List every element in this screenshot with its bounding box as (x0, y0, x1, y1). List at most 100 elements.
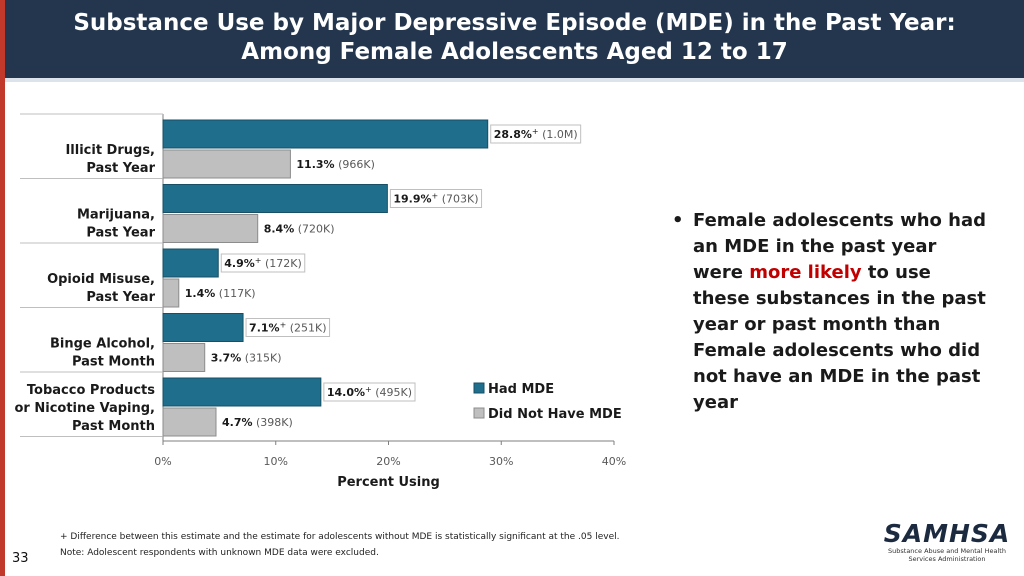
data-label-value: 19.9% (393, 193, 431, 206)
data-label-group: 19.9%+ (703K) (389, 189, 483, 208)
bar-no-mde (162, 214, 259, 243)
left-accent-rule (0, 0, 5, 576)
data-label-group: 7.1%+ (251K) (245, 318, 331, 337)
bullet-text-start: Female adolescents who had an MDE in the… (693, 210, 987, 283)
bar-had-mde (162, 377, 322, 407)
bar-no-mde (162, 278, 180, 308)
data-label-box (220, 253, 306, 273)
significance-marker: + (280, 321, 287, 330)
category-label: Past Year (86, 290, 155, 305)
data-label-group: 4.9%+ (172K) (220, 253, 306, 273)
data-label: 14.0%+ (495K) (327, 385, 412, 399)
data-label: 8.4% (720K) (264, 223, 335, 236)
data-label-count: (495K) (372, 386, 412, 399)
data-label: 4.9%+ (172K) (224, 256, 302, 270)
bar-had-mde (162, 248, 219, 278)
data-label-box (245, 318, 331, 337)
bar-had-mde (162, 119, 489, 149)
data-label-count: (251K) (286, 322, 326, 335)
x-tick-label: 20% (376, 455, 400, 468)
data-label: 11.3% (966K) (296, 158, 374, 171)
data-label: 4.7% (398K) (222, 416, 293, 429)
data-label-group: 11.3% (966K) (296, 158, 374, 171)
data-label-count: (117K) (215, 287, 255, 300)
category-label: Past Month (72, 419, 155, 434)
category-label: Tobacco Products (27, 383, 155, 398)
header-divider (5, 78, 1024, 82)
x-tick-label: 30% (489, 455, 513, 468)
data-label: 3.7% (315K) (211, 352, 282, 365)
bar-no-mde (162, 407, 217, 437)
bar-had-mde (162, 184, 388, 213)
data-label: 28.8%+ (1.0M) (494, 127, 578, 141)
bar-no-mde (162, 149, 291, 179)
data-label: 1.4% (117K) (185, 287, 256, 300)
category-label: Opioid Misuse, (47, 272, 155, 287)
data-label-box (389, 189, 483, 208)
footnote-note: Note: Adolescent respondents with unknow… (60, 548, 379, 558)
significance-marker: + (532, 127, 539, 136)
data-label-group: 28.8%+ (1.0M) (490, 124, 582, 144)
slide-title-line-1: Substance Use by Major Depressive Episod… (73, 10, 956, 36)
data-label-count: (703K) (438, 193, 478, 206)
data-label-box (323, 382, 416, 402)
data-label-count: (315K) (241, 352, 281, 365)
x-tick-label: 10% (264, 455, 288, 468)
category-label: or Nicotine Vaping, (15, 401, 156, 416)
x-tick-label: 0% (154, 455, 171, 468)
data-label-count: (1.0M) (539, 128, 578, 141)
data-label-value: 14.0% (327, 386, 365, 399)
bullet-text-end: to use these substances in the past year… (693, 262, 986, 413)
category-label: Binge Alcohol, (50, 337, 155, 352)
logo-subtitle-line-2: Services Administration (908, 555, 986, 563)
data-label-value: 28.8% (494, 128, 532, 141)
data-label-value: 11.3% (296, 158, 334, 171)
data-label-group: 3.7% (315K) (211, 352, 282, 365)
data-label-count: (172K) (261, 257, 301, 270)
footnote-significance: + Difference between this estimate and t… (60, 532, 620, 542)
samhsa-logo: SAMHSA Substance Abuse and Mental Health… (882, 519, 1012, 564)
data-label-group: 14.0%+ (495K) (323, 382, 416, 402)
data-label-group: 4.7% (398K) (222, 416, 293, 429)
bullet-text: Female adolescents who had an MDE in the… (693, 208, 992, 416)
data-label-group: 8.4% (720K) (264, 223, 335, 236)
data-label-value: 8.4% (264, 223, 295, 236)
x-axis-title: Percent Using (337, 475, 440, 490)
bar-had-mde (162, 313, 244, 342)
data-label-value: 3.7% (211, 352, 242, 365)
data-label-box (490, 124, 582, 144)
category-label: Marijuana, (77, 208, 155, 223)
data-label-value: 1.4% (185, 287, 216, 300)
data-label-value: 4.7% (222, 416, 253, 429)
significance-marker: + (365, 385, 372, 394)
key-finding-bullet: • Female adolescents who had an MDE in t… (672, 208, 992, 416)
bullet-marker: • (672, 210, 684, 231)
category-label: Past Year (86, 161, 155, 176)
data-label-count: (966K) (335, 158, 375, 171)
significance-marker: + (255, 256, 262, 265)
bullet-highlight: more likely (749, 262, 862, 283)
data-label-value: 7.1% (249, 322, 280, 335)
legend-label: Had MDE (488, 382, 554, 397)
page-number: 33 (12, 551, 29, 566)
logo-subtitle-line-1: Substance Abuse and Mental Health (888, 547, 1006, 555)
significance-marker: + (432, 192, 439, 201)
bar-no-mde (162, 343, 206, 372)
slide-header: Substance Use by Major Depressive Episod… (5, 0, 1024, 78)
x-tick-label: 40% (602, 455, 626, 468)
legend-label: Did Not Have MDE (488, 407, 622, 422)
data-label: 7.1%+ (251K) (249, 321, 327, 335)
data-label-group: 1.4% (117K) (185, 287, 256, 300)
category-label: Past Year (86, 226, 155, 241)
data-label-value: 4.9% (224, 257, 255, 270)
legend-swatch (473, 407, 485, 419)
data-label: 19.9%+ (703K) (393, 192, 478, 206)
logo-wordmark: SAMHSA (883, 519, 1011, 548)
slide-title-line-2: Among Female Adolescents Aged 12 to 17 (241, 39, 788, 65)
category-label: Past Month (72, 355, 155, 370)
data-label-count: (720K) (294, 223, 334, 236)
legend-swatch (473, 382, 485, 394)
category-label: Illicit Drugs, (65, 143, 155, 158)
data-label-count: (398K) (253, 416, 293, 429)
